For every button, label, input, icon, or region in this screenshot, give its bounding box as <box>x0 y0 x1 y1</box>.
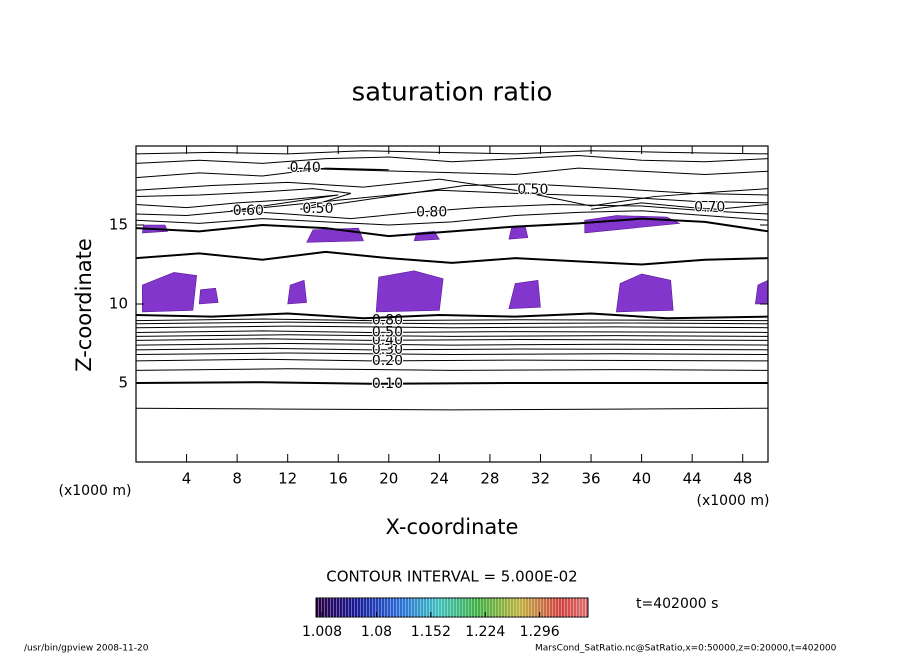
contour-line <box>135 217 769 238</box>
x-tick-label: 16 <box>329 470 348 488</box>
colorbar-label: 1.152 <box>411 624 451 640</box>
x-tick-label: 32 <box>531 470 550 488</box>
shaded-region <box>508 279 541 310</box>
chart-title: saturation ratio <box>352 78 553 108</box>
y-tick-label: 10 <box>109 295 128 313</box>
contour-line <box>135 368 769 371</box>
contour-line <box>135 330 769 333</box>
y-tick-label: 15 <box>109 216 128 234</box>
contour-label: 0.80 <box>372 313 403 329</box>
colorbar-label: 1.296 <box>520 624 560 640</box>
axis-unit: (x1000 m) <box>697 493 770 509</box>
contour-line <box>135 183 769 210</box>
y-axis-label: Z-coordinate <box>72 238 96 372</box>
y-tick-label: 5 <box>118 374 128 392</box>
contour-line <box>135 312 769 320</box>
contour-line <box>135 358 769 362</box>
shaded-region <box>584 215 681 234</box>
contour-line <box>135 250 769 266</box>
contour-label: 0.70 <box>694 200 725 216</box>
shaded-region <box>508 226 529 240</box>
contour-line <box>135 342 769 346</box>
x-tick-label: 40 <box>632 470 651 488</box>
contour-line <box>135 325 769 329</box>
contour-label: 0.10 <box>372 376 403 392</box>
x-axis-label: X-coordinate <box>386 515 519 539</box>
footer-right: MarsCond_SatRatio.nc@SatRatio,x=0:50000,… <box>535 644 837 654</box>
colorbar-label: 1.008 <box>302 624 342 640</box>
shaded-region <box>615 273 674 313</box>
x-tick-label: 8 <box>232 470 242 488</box>
x-tick-label: 44 <box>683 470 702 488</box>
footer-left: /usr/bin/gpview 2008-11-20 <box>24 644 149 654</box>
contour-line <box>135 203 769 220</box>
x-tick-label: 28 <box>480 470 499 488</box>
colorbar-stripes <box>316 598 588 617</box>
contour-label: 0.50 <box>302 201 333 217</box>
shaded-region <box>142 272 198 313</box>
contour-line <box>590 202 769 210</box>
contour-line <box>135 210 769 226</box>
contour-line <box>135 167 769 179</box>
shaded-region <box>755 279 769 305</box>
contour-line <box>135 338 769 341</box>
shaded-region <box>198 287 219 305</box>
colorbar-label: 1.224 <box>465 624 505 640</box>
contour-label: 0.50 <box>517 182 548 198</box>
contour-label: 0.20 <box>372 353 403 369</box>
time-label: t=402000 s <box>636 596 718 612</box>
contour-label: 0.50 <box>372 324 403 340</box>
x-tick-label: 4 <box>182 470 192 488</box>
contour-line <box>135 334 769 337</box>
contour-line <box>135 150 769 155</box>
shaded-region <box>287 279 307 305</box>
x-tick-label: 24 <box>430 470 449 488</box>
contour-line <box>135 407 769 411</box>
contour-line <box>135 352 769 356</box>
shaded-region <box>375 270 444 313</box>
contour-line <box>135 347 769 351</box>
x-tick-label: 36 <box>581 470 600 488</box>
contour-line <box>135 381 768 385</box>
x-tick-label: 20 <box>379 470 398 488</box>
contour-line <box>135 154 769 164</box>
x-tick-label: 48 <box>733 470 752 488</box>
contour-line <box>135 318 769 322</box>
contour-line <box>135 321 769 325</box>
axis-unit: (x1000 m) <box>59 483 132 499</box>
contour-line <box>135 178 769 207</box>
contour-interval: CONTOUR INTERVAL = 5.000E-02 <box>326 568 577 586</box>
contour-label: 0.40 <box>290 160 321 176</box>
contour-label: 0.30 <box>372 342 403 358</box>
x-tick-label: 12 <box>278 470 297 488</box>
contour-label: 0.60 <box>233 203 264 219</box>
colorbar-label: 1.08 <box>361 624 392 640</box>
contour-label: 0.80 <box>416 204 447 220</box>
